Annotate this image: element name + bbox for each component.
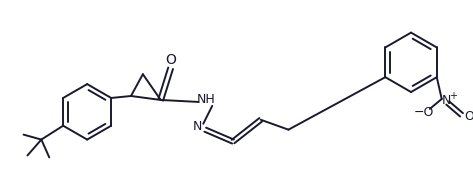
Text: +: +: [448, 91, 456, 101]
Text: N: N: [442, 94, 451, 107]
Text: −O: −O: [414, 106, 434, 119]
Text: O: O: [464, 110, 473, 123]
Text: O: O: [165, 53, 176, 67]
Text: NH: NH: [197, 93, 216, 106]
Text: N: N: [193, 120, 202, 133]
